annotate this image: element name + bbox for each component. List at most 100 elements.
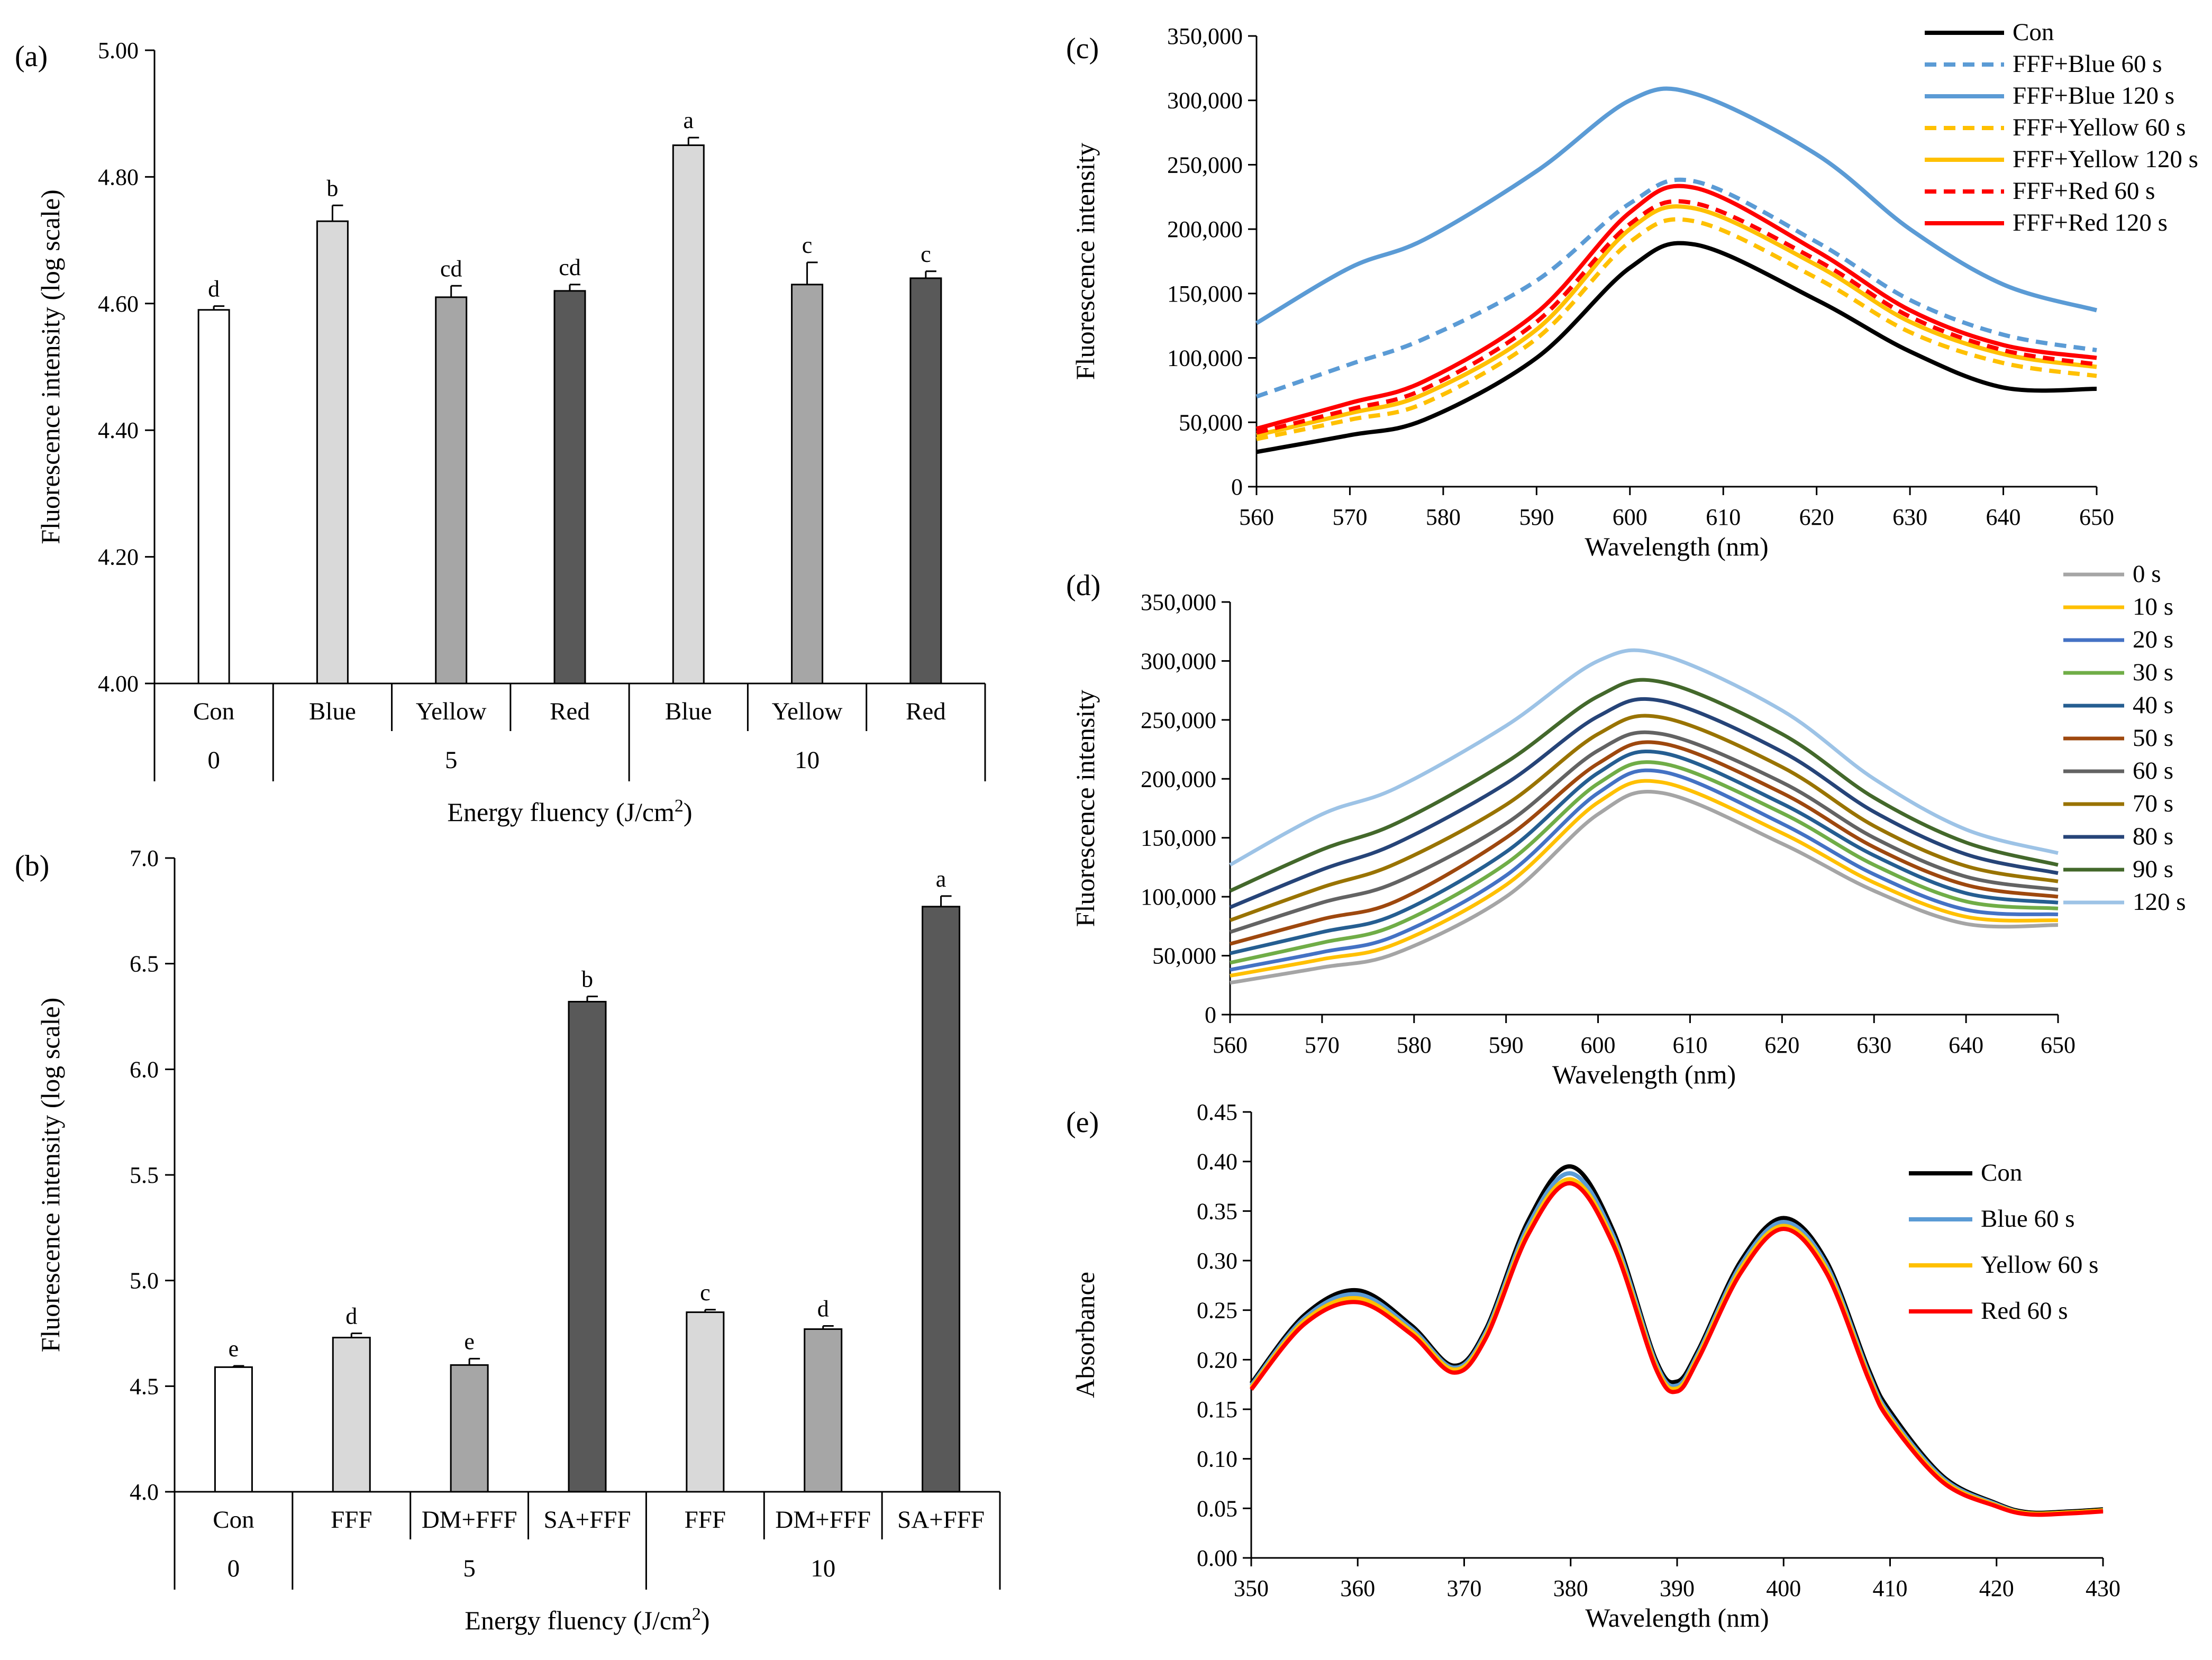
- y-tick-label: 4.0: [130, 1479, 159, 1505]
- series-line: [1249, 1181, 2104, 1517]
- x-tick-label: 650: [2041, 1032, 2076, 1058]
- significance-letter: d: [817, 1296, 829, 1322]
- x-tick-label: 430: [2086, 1575, 2120, 1601]
- x-axis-title: Energy fluency (J/cm2): [465, 1604, 709, 1635]
- y-tick-label: 4.00: [98, 671, 139, 697]
- bar: [909, 277, 942, 685]
- x-tick-label: 580: [1426, 504, 1461, 530]
- x-tick-label: 630: [1892, 504, 1927, 530]
- x-tick-label: 640: [1949, 1032, 1983, 1058]
- legend-label: FFF+Yellow 120 s: [2013, 145, 2198, 173]
- legend-label: FFF+Blue 120 s: [2013, 82, 2174, 110]
- y-tick-label: 350,000: [1167, 23, 1243, 49]
- y-tick-label: 0.20: [1197, 1347, 1237, 1373]
- bar: [214, 1366, 253, 1493]
- category-label: Con: [213, 1506, 254, 1534]
- y-tick-label: 300,000: [1141, 648, 1216, 674]
- bar: [791, 284, 824, 685]
- series-line: [1229, 697, 2059, 909]
- significance-letter: a: [936, 866, 946, 892]
- series-line: [1229, 678, 2059, 893]
- x-axis-title: Energy fluency (J/cm2): [447, 796, 692, 827]
- x-tick-label: 570: [1305, 1032, 1340, 1058]
- category-label: FFF: [685, 1506, 726, 1534]
- y-tick-label: 150,000: [1141, 825, 1216, 851]
- y-tick-label: 0.45: [1197, 1099, 1237, 1125]
- bar: [197, 309, 230, 685]
- significance-letter: b: [326, 175, 338, 201]
- x-tick-label: 370: [1447, 1575, 1482, 1601]
- series-line: [1230, 740, 2059, 946]
- legend-label: FFF+Blue 60 s: [2013, 50, 2162, 78]
- series-line: [1255, 86, 2098, 325]
- y-tick-label: 5.0: [130, 1268, 159, 1294]
- y-tick-label: 0: [1231, 474, 1243, 500]
- x-tick-label: 600: [1613, 504, 1647, 530]
- series-line: [1230, 779, 2059, 978]
- series-line: [1230, 750, 2059, 955]
- bar: [568, 1001, 607, 1493]
- bar: [922, 906, 961, 1493]
- bar: [316, 220, 349, 685]
- y-axis-title: Absorbance: [1070, 1272, 1100, 1398]
- category-label: DM+FFF: [422, 1506, 517, 1534]
- y-axis-title: Fluorescence intensity: [1070, 690, 1100, 927]
- bar: [686, 1311, 725, 1493]
- series-line: [1256, 217, 2097, 441]
- x-tick-label: 600: [1581, 1032, 1616, 1058]
- category-label: Yellow: [772, 698, 843, 725]
- x-tick-label: 560: [1239, 504, 1274, 530]
- y-tick-label: 50,000: [1179, 409, 1243, 435]
- significance-letter: b: [581, 966, 593, 992]
- legend-label: FFF+Red 60 s: [2013, 177, 2155, 205]
- legend-label: 70 s: [2133, 790, 2173, 817]
- category-label: Yellow: [416, 698, 487, 725]
- y-tick-label: 100,000: [1141, 884, 1216, 910]
- significance-letter: cd: [559, 254, 581, 280]
- y-axis-title: Fluorescence intensity: [1070, 143, 1100, 380]
- y-tick-label: 200,000: [1141, 766, 1216, 792]
- significance-letter: c: [802, 232, 813, 258]
- legend-label: 120 s: [2133, 888, 2186, 916]
- significance-letter: c: [700, 1280, 711, 1306]
- category-label: Blue: [665, 698, 712, 725]
- series-line: [1230, 790, 2059, 985]
- series-line: [1256, 241, 2097, 454]
- x-tick-label: 390: [1660, 1575, 1695, 1601]
- legend-label: Con: [2013, 19, 2054, 46]
- legend-label: 80 s: [2133, 823, 2173, 850]
- panel-label: (b): [15, 850, 49, 882]
- x-axis-title: Wavelength (nm): [1552, 1060, 1736, 1089]
- group-label: 0: [227, 1555, 240, 1582]
- panel-d: (d) Fluorescence intensity 0 50,000 100,000 1…: [1066, 560, 2186, 1089]
- y-tick-label: 6.0: [130, 1056, 159, 1082]
- y-tick-label: 0.40: [1197, 1149, 1237, 1175]
- significance-letter: cd: [440, 256, 462, 281]
- y-tick-label: 4.40: [98, 417, 139, 443]
- bar: [553, 290, 586, 685]
- panel-c: (c) Fluorescence intensity 0 50,000 100,000 1…: [1066, 19, 2198, 561]
- legend-label: 90 s: [2133, 855, 2173, 883]
- series-line: [1256, 199, 2097, 435]
- x-tick-label: 610: [1672, 1032, 1707, 1058]
- group-label: 10: [811, 1555, 835, 1582]
- y-tick-label: 100,000: [1167, 345, 1243, 371]
- panel-label: (e): [1066, 1106, 1099, 1139]
- x-tick-label: 580: [1397, 1032, 1432, 1058]
- y-tick-label: 250,000: [1167, 152, 1243, 178]
- y-tick-label: 0: [1205, 1002, 1216, 1028]
- bar: [672, 144, 705, 685]
- x-tick-label: 640: [1986, 504, 2021, 530]
- significance-letter: c: [921, 241, 931, 267]
- y-tick-label: 200,000: [1167, 216, 1243, 242]
- legend-label: 20 s: [2133, 626, 2173, 653]
- y-tick-label: 0.25: [1197, 1298, 1237, 1324]
- y-tick-label: 0.15: [1197, 1397, 1237, 1422]
- legend-label: 50 s: [2133, 724, 2173, 752]
- category-label: FFF: [331, 1506, 372, 1534]
- y-tick-label: 0.00: [1197, 1545, 1237, 1571]
- x-tick-label: 620: [1799, 504, 1834, 530]
- y-tick-label: 0.05: [1197, 1495, 1237, 1521]
- x-axis-title: Wavelength (nm): [1585, 532, 1768, 561]
